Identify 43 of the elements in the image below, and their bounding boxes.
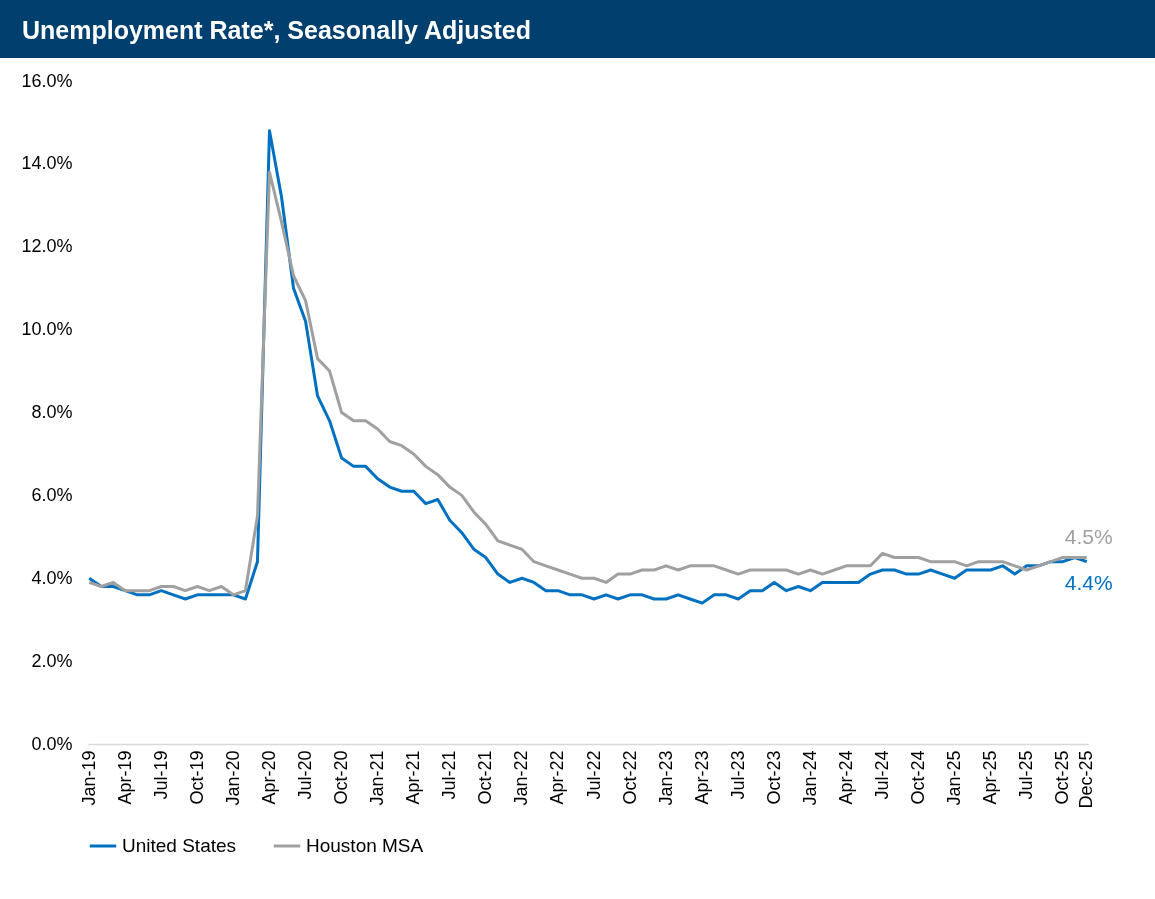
y-tick-label: 2.0% — [31, 650, 73, 671]
y-tick-label: 4.0% — [31, 567, 73, 588]
x-tick-label: Apr-21 — [403, 750, 424, 805]
x-tick-label: Apr-20 — [258, 750, 279, 805]
x-tick-label: Apr-24 — [835, 750, 856, 805]
y-tick-label: 10.0% — [21, 319, 73, 340]
x-tick-label: Jul-19 — [150, 750, 171, 800]
x-tick-label: Oct-25 — [1052, 750, 1073, 805]
x-tick-label: Oct-21 — [475, 750, 496, 805]
x-tick-label: Oct-22 — [619, 750, 640, 805]
y-tick-label: 14.0% — [21, 153, 73, 174]
x-tick-label: Jul-25 — [1016, 750, 1037, 800]
y-tick-label: 0.0% — [31, 733, 73, 754]
x-tick-label: Oct-20 — [331, 750, 352, 805]
x-tick-label: Dec-25 — [1076, 750, 1097, 809]
x-tick-label: Apr-25 — [980, 750, 1001, 805]
legend-label: United States — [122, 835, 237, 856]
x-tick-label: Jul-22 — [583, 750, 604, 800]
x-tick-label: Oct-19 — [186, 750, 207, 805]
x-tick-label: Jan-19 — [78, 750, 99, 806]
annotation: 4.4% — [1064, 570, 1113, 594]
x-tick-label: Jan-23 — [655, 750, 676, 806]
x-tick-label: Oct-23 — [763, 750, 784, 805]
x-tick-label: Apr-23 — [691, 750, 712, 805]
x-tick-label: Jan-22 — [511, 750, 532, 806]
x-tick-label: Oct-24 — [908, 750, 929, 805]
annotation: 4.5% — [1064, 524, 1113, 548]
y-tick-label: 8.0% — [31, 402, 73, 422]
x-tick-label: Jul-21 — [439, 750, 460, 800]
x-tick-label: Jul-24 — [871, 750, 892, 800]
y-tick-label: 16.0% — [21, 70, 73, 91]
chart-title: Unemployment Rate*, Seasonally Adjusted — [0, 0, 1155, 58]
x-tick-label: Jan-20 — [222, 750, 243, 806]
x-tick-label: Apr-19 — [114, 750, 135, 805]
x-tick-label: Jul-20 — [295, 750, 316, 800]
legend-label: Houston MSA — [306, 835, 424, 856]
y-tick-label: 6.0% — [31, 484, 73, 505]
x-tick-label: Jul-23 — [727, 750, 748, 800]
y-tick-label: 12.0% — [21, 236, 73, 257]
x-tick-label: Jan-25 — [944, 750, 965, 806]
x-tick-label: Jan-24 — [799, 750, 820, 806]
x-tick-label: Apr-22 — [547, 750, 568, 805]
x-tick-label: Jan-21 — [367, 750, 388, 806]
